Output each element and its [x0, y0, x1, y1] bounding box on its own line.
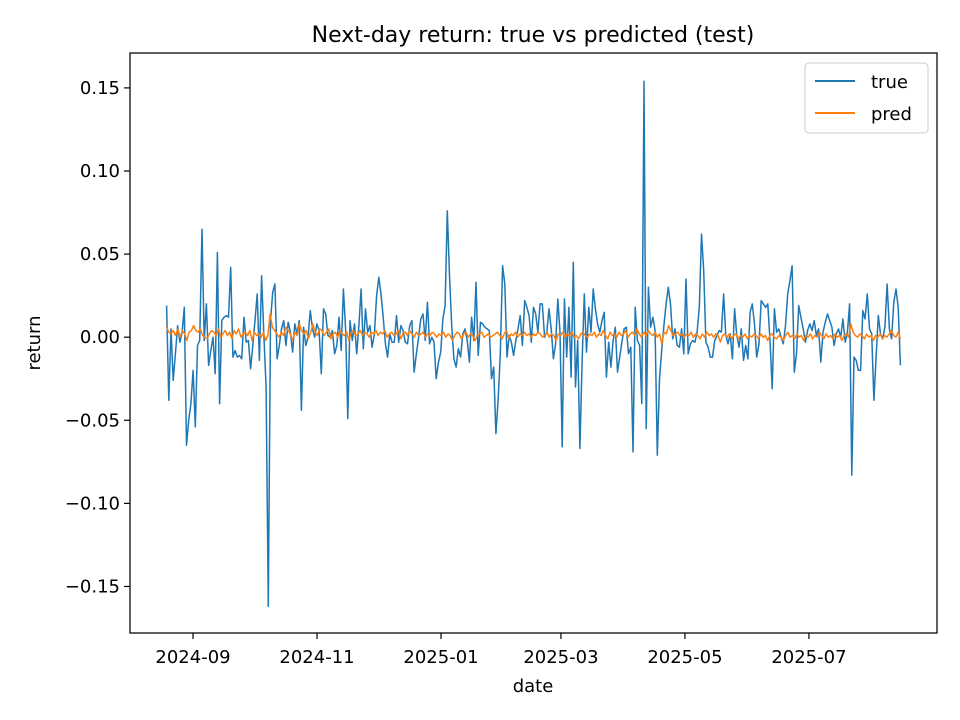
y-tick-label: 0.10: [80, 161, 120, 182]
plot-area: [129, 52, 938, 634]
legend-label-true: true: [871, 72, 908, 93]
y-tick-label: 0.05: [80, 244, 120, 265]
y-tick-label: −0.10: [65, 493, 120, 514]
series-line-pred: [165, 313, 902, 345]
series-layer: [165, 80, 902, 608]
axes-background: [130, 53, 937, 633]
y-tick-label: −0.15: [65, 576, 120, 597]
x-tick-label: 2025-05: [647, 647, 722, 668]
y-axis: 0.15 0.10 0.05 0.00 −0.05 −0.10 −0.15: [65, 78, 130, 597]
x-tick-label: 2025-01: [403, 647, 478, 668]
y-axis-label: return: [24, 315, 45, 370]
x-tick-label: 2025-07: [771, 647, 846, 668]
x-tick-label: 2025-03: [523, 647, 598, 668]
axes-frame: [129, 52, 938, 634]
x-axis-label: date: [513, 676, 554, 697]
x-tick-label: 2024-11: [279, 647, 354, 668]
y-tick-label: −0.05: [65, 410, 120, 431]
y-tick-label: 0.00: [80, 327, 120, 348]
legend: true pred: [804, 62, 929, 134]
x-tick-label: 2024-09: [155, 647, 230, 668]
y-tick-label: 0.15: [80, 78, 120, 99]
series-line-true: [165, 80, 902, 608]
chart-title: Next-day return: true vs predicted (test…: [312, 23, 755, 48]
legend-label-pred: pred: [871, 104, 912, 125]
x-axis: 2024-09 2024-11 2025-01 2025-03 2025-05 2025-…: [155, 633, 847, 668]
